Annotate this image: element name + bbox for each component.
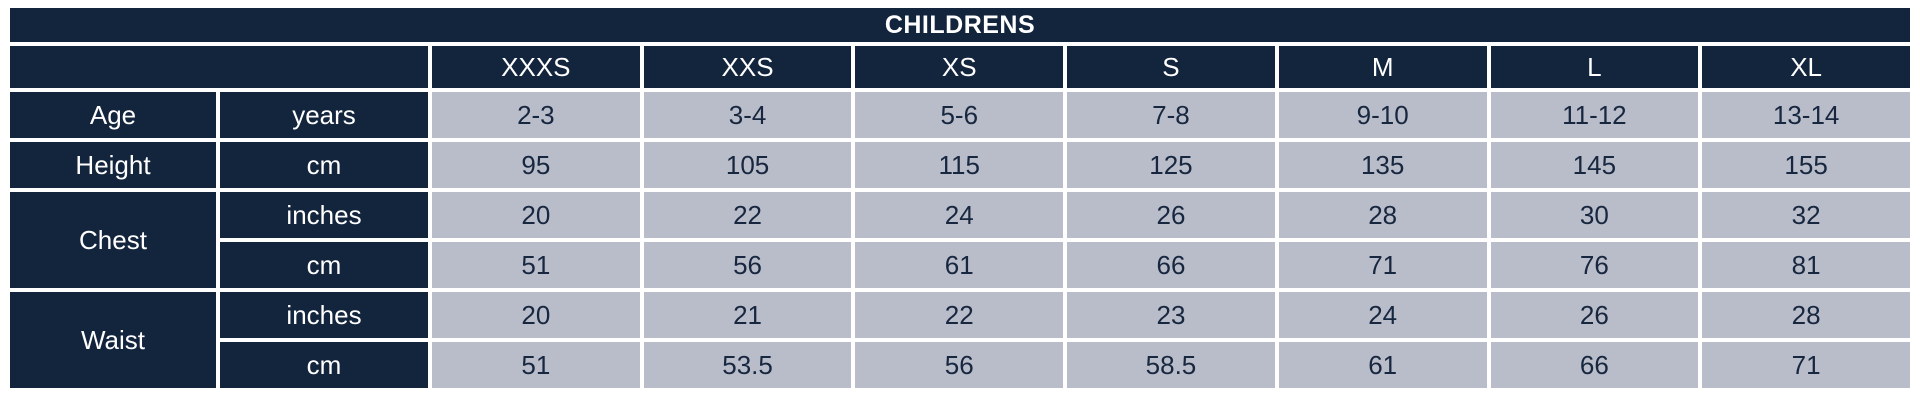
value-cell: 155	[1702, 142, 1910, 188]
corner-blank-cell	[10, 46, 428, 88]
table-row: CHILDRENS	[10, 8, 1910, 42]
unit-cell-waist-inches: inches	[220, 292, 428, 338]
table-row: Height cm 95 105 115 125 135 145 155	[10, 142, 1910, 188]
value-cell: 61	[1278, 342, 1487, 388]
size-column-header-xs: XS	[855, 46, 1064, 88]
unit-cell-waist-cm: cm	[220, 342, 428, 388]
row-label-age: Age	[10, 92, 216, 138]
value-cell: 61	[855, 242, 1064, 288]
value-cell: 135	[1278, 142, 1487, 188]
size-column-header-l: L	[1490, 46, 1699, 88]
value-cell: 22	[855, 292, 1064, 338]
value-cell: 23	[1067, 292, 1275, 338]
value-cell: 115	[855, 142, 1064, 188]
table-row: cm 51 53.5 56 58.5 61 66 71	[10, 342, 1910, 388]
value-cell: 56	[855, 342, 1064, 388]
unit-cell-height-cm: cm	[220, 142, 428, 188]
value-cell: 105	[643, 142, 852, 188]
value-cell: 5-6	[855, 92, 1064, 138]
value-cell: 125	[1067, 142, 1275, 188]
table-row: XXXS XXS XS S M L XL	[10, 46, 1910, 88]
value-cell: 26	[1067, 192, 1275, 238]
value-cell: 81	[1702, 242, 1910, 288]
table-row: Chest inches 20 22 24 26 28 30 32	[10, 192, 1910, 288]
value-cell: 51	[432, 342, 640, 388]
value-cell: 76	[1490, 242, 1699, 288]
value-cell: 13-14	[1702, 92, 1910, 138]
value-cell: 95	[432, 142, 640, 188]
row-label-height: Height	[10, 142, 216, 188]
value-cell: 11-12	[1490, 92, 1699, 138]
size-column-header-xl: XL	[1702, 46, 1910, 88]
value-cell: 28	[1278, 192, 1487, 238]
value-cell: 24	[855, 192, 1064, 238]
value-cell: 56	[643, 242, 852, 288]
size-column-header-s: S	[1067, 46, 1275, 88]
table-row: cm 51 56 61 66 71 76 81	[10, 242, 1910, 288]
value-cell: 28	[1702, 292, 1910, 338]
unit-cell-age-years: years	[220, 92, 428, 138]
value-cell: 22	[643, 192, 852, 238]
table-row: Waist inches 20 21 22 23 24 26 28	[10, 292, 1910, 388]
value-cell: 71	[1278, 242, 1487, 288]
value-cell: 145	[1490, 142, 1699, 188]
value-cell: 20	[432, 292, 640, 338]
value-cell: 2-3	[432, 92, 640, 138]
value-cell: 66	[1067, 242, 1275, 288]
value-cell: 66	[1490, 342, 1699, 388]
value-cell: 30	[1490, 192, 1699, 238]
row-label-chest: Chest	[10, 192, 216, 288]
value-cell: 21	[643, 292, 852, 338]
size-column-header-m: M	[1278, 46, 1487, 88]
value-cell: 71	[1702, 342, 1910, 388]
size-column-header-xxs: XXS	[643, 46, 852, 88]
value-cell: 51	[432, 242, 640, 288]
size-column-header-xxxs: XXXS	[432, 46, 640, 88]
table-row: Age years 2-3 3-4 5-6 7-8 9-10 11-12 13-…	[10, 92, 1910, 138]
value-cell: 24	[1278, 292, 1487, 338]
value-cell: 53.5	[643, 342, 852, 388]
value-cell: 7-8	[1067, 92, 1275, 138]
value-cell: 32	[1702, 192, 1910, 238]
value-cell: 9-10	[1278, 92, 1487, 138]
size-chart-table: CHILDRENS XXXS XXS XS S M L XL Age years…	[6, 4, 1914, 392]
unit-cell-chest-inches: inches	[220, 192, 428, 238]
value-cell: 3-4	[643, 92, 852, 138]
table-title: CHILDRENS	[10, 8, 1910, 42]
row-label-waist: Waist	[10, 292, 216, 388]
value-cell: 58.5	[1067, 342, 1275, 388]
unit-cell-chest-cm: cm	[220, 242, 428, 288]
value-cell: 26	[1490, 292, 1699, 338]
value-cell: 20	[432, 192, 640, 238]
